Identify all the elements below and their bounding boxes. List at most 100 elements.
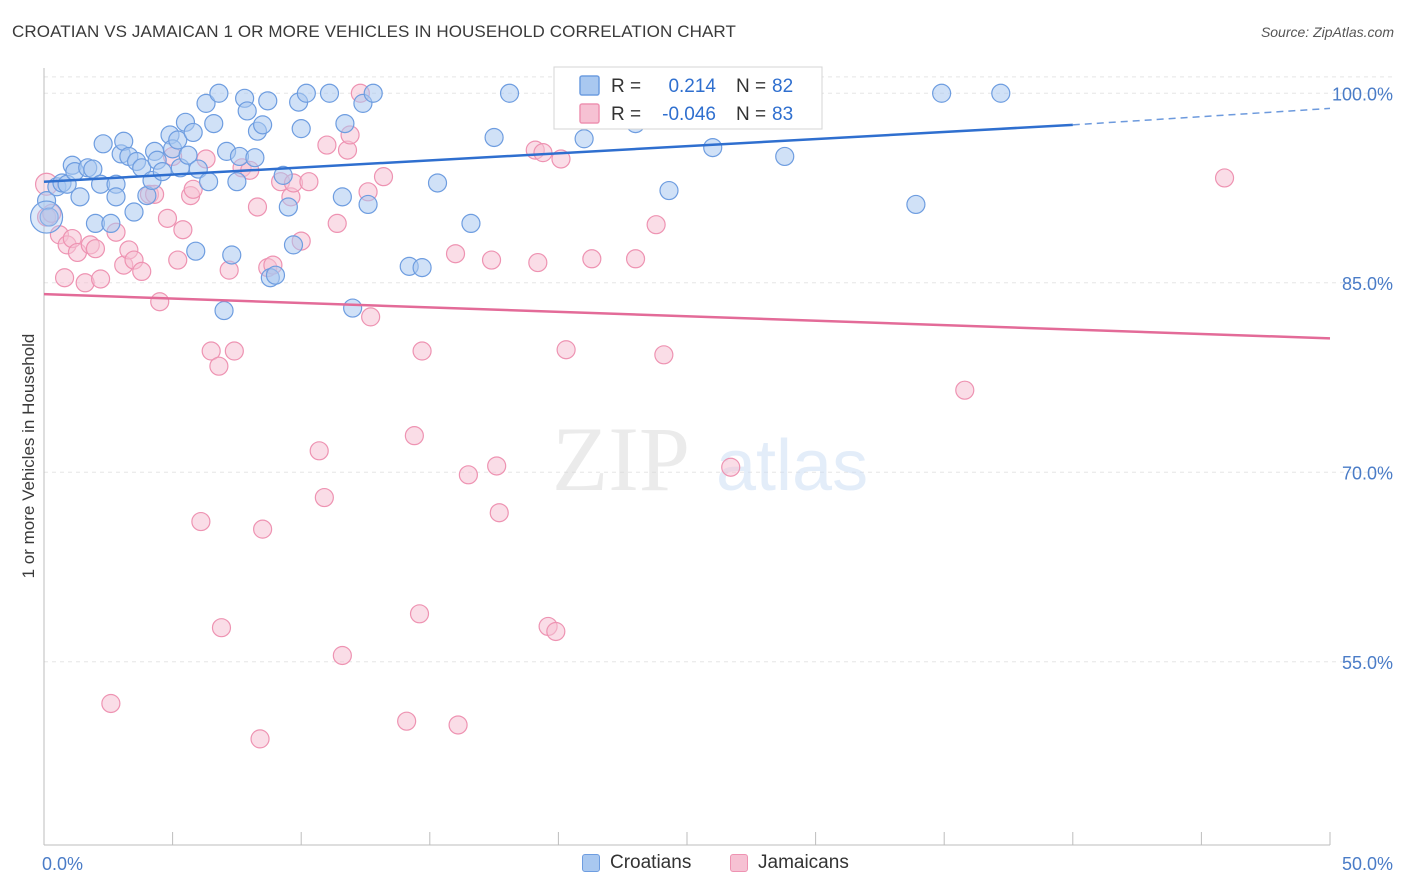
jamaicans-point: [458, 465, 478, 485]
jamaicans-point: [247, 197, 268, 217]
croatians-point: [222, 245, 242, 265]
legend-item-jamaicans: Jamaicans: [730, 852, 849, 874]
croatians-point: [278, 197, 298, 217]
croatians-point: [168, 130, 188, 150]
y-tick-label: 85.0%: [1342, 274, 1393, 294]
croatians-point: [70, 187, 90, 207]
x-tick-label: 0.0%: [42, 854, 83, 874]
croatians-point: [186, 241, 206, 261]
jamaicans-point: [183, 179, 203, 199]
legend-swatch-jamaicans: [579, 103, 600, 124]
croatians-point: [196, 93, 216, 113]
croatians-trend-extension: [1072, 107, 1331, 126]
jamaicans-point: [253, 519, 273, 539]
jamaicans-point: [721, 457, 741, 477]
jamaicans-point: [132, 261, 152, 282]
croatians-point: [484, 127, 504, 148]
y-axis-title: 1 or more Vehicles in Household: [19, 334, 38, 579]
jamaicans-point: [361, 307, 381, 327]
jamaicans-point: [409, 604, 430, 624]
jamaicans-point: [412, 341, 432, 361]
jamaicans-point: [309, 441, 329, 461]
jamaicans-point: [211, 618, 232, 638]
croatians-point: [199, 172, 219, 192]
jamaicans-point: [546, 621, 566, 642]
croatians-point: [332, 187, 352, 207]
jamaicans-point: [168, 250, 188, 270]
y-tick-label: 55.0%: [1342, 653, 1393, 673]
croatians-point: [775, 146, 795, 167]
croatians-point: [906, 194, 926, 215]
croatians-point: [343, 298, 363, 318]
croatians-point: [319, 83, 340, 103]
jamaicans-point: [489, 503, 509, 523]
jamaicans-point: [646, 215, 666, 235]
croatians-point: [291, 119, 311, 139]
legend-item-croatians: Croatians: [582, 852, 691, 874]
croatians-point: [358, 194, 378, 215]
x-tick-labels: 0.0% 50.0%: [42, 854, 1393, 874]
croatians-point: [412, 258, 432, 278]
legend-n-value-1: 82: [772, 76, 793, 97]
chart-title: CROATIAN VS JAMAICAN 1 OR MORE VEHICLES …: [12, 22, 736, 41]
watermark-zip: ZIP: [552, 408, 690, 510]
jamaicans-point: [250, 729, 270, 749]
jamaicans-point: [582, 249, 602, 269]
croatians-point: [499, 83, 520, 103]
jamaicans-points: [34, 83, 1235, 749]
jamaicans-point: [85, 239, 106, 259]
legend-n-value-2: 83: [772, 104, 793, 125]
legend-n-label-1: N =: [736, 76, 766, 97]
jamaicans-point: [556, 340, 576, 360]
croatians-point: [245, 148, 265, 168]
croatians-point: [93, 134, 113, 154]
croatians-swatch: [582, 854, 600, 872]
jamaicans-point: [209, 356, 229, 376]
croatians-point: [574, 129, 594, 149]
croatians-point: [39, 207, 59, 227]
jamaicans-point: [101, 693, 121, 714]
croatians-point: [253, 115, 273, 135]
croatians-point: [209, 83, 229, 103]
croatians-point: [283, 235, 304, 255]
jamaicans-point: [327, 213, 347, 233]
croatians-point: [659, 180, 679, 201]
croatians-point: [227, 172, 247, 192]
jamaicans-point: [201, 341, 221, 361]
croatians-point-large: [29, 200, 64, 234]
croatians-point: [152, 162, 172, 182]
jamaicans-point: [397, 711, 417, 731]
croatians-point: [258, 91, 278, 111]
jamaicans-point: [487, 456, 507, 476]
legend-r-label-2: R =: [611, 104, 641, 125]
croatians-trend-line: [43, 123, 1073, 183]
croatians-point: [106, 187, 126, 207]
legend-r-label-1: R =: [611, 76, 641, 97]
legend-r-value-2: -0.046: [662, 104, 716, 125]
watermark: ZIP atlas: [552, 408, 868, 510]
croatians-point: [204, 113, 224, 134]
croatians-point: [183, 122, 203, 143]
jamaicans-point: [314, 487, 334, 508]
jamaicans-point: [445, 244, 466, 264]
jamaicans-point: [481, 250, 502, 270]
jamaicans-point: [448, 715, 468, 735]
jamaicans-point: [528, 252, 548, 273]
legend-label-jamaicans: Jamaicans: [758, 852, 849, 873]
legend-label-croatians: Croatians: [610, 852, 692, 873]
jamaicans-point: [191, 511, 211, 532]
jamaicans-point: [404, 426, 424, 446]
trend-lines: [43, 107, 1331, 340]
jamaicans-point: [317, 135, 337, 155]
jamaicans-swatch: [730, 854, 748, 872]
y-tick-label: 100.0%: [1332, 84, 1393, 104]
watermark-atlas: atlas: [716, 426, 868, 506]
croatians-point: [296, 83, 316, 103]
croatians-point: [178, 145, 198, 165]
jamaicans-point: [625, 249, 646, 269]
y-tick-labels: 100.0% 85.0% 70.0% 55.0%: [1332, 84, 1393, 673]
jamaicans-point: [150, 292, 170, 312]
croatians-point: [363, 83, 383, 103]
jamaicans-point: [157, 208, 178, 228]
